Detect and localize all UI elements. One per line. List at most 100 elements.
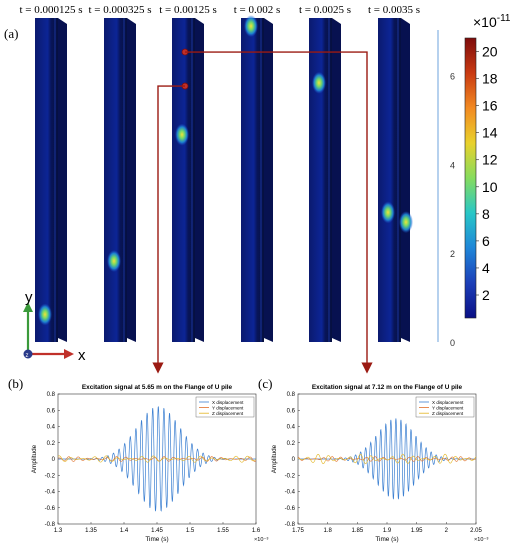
pile-web	[378, 18, 401, 342]
x-axis-arrow-head	[64, 349, 74, 359]
wave-blob	[107, 250, 121, 272]
colorbar-scale	[464, 37, 477, 319]
height-tick-label: 6	[450, 72, 455, 82]
pile-snapshot: t = 0.0035 s	[368, 4, 420, 342]
y-tick-label: -0.8	[45, 522, 56, 528]
chart-b: Excitation signal at 5.65 m on the Flang…	[31, 384, 268, 543]
pile-snapshot: t = 0.00125 s	[159, 4, 217, 342]
x-axis-label: Time (s)	[375, 536, 398, 543]
pile-web	[309, 18, 332, 342]
colorbar-tick-label: 4	[482, 260, 490, 276]
y-tick-label: -0.2	[285, 473, 296, 479]
x-axis-label: Time (s)	[145, 536, 168, 543]
pile-web	[241, 18, 264, 342]
panel-label-b: (b)	[8, 376, 23, 391]
pile-snapshot: t = 0.002 s	[234, 4, 280, 342]
x-tick-label: 1.85	[351, 528, 363, 534]
sensor-connector	[185, 51, 373, 374]
legend-entry: Y displacement	[212, 405, 244, 410]
series-line	[297, 453, 477, 464]
x-tick-label: 1.6	[252, 528, 261, 534]
colorbar-tick-label: 12	[482, 152, 498, 168]
x-tick-label: 1.45	[151, 528, 163, 534]
wave-blob	[175, 123, 189, 146]
snapshot-time-label: t = 0.00125 s	[159, 4, 217, 16]
pile-flange	[58, 18, 67, 342]
colorbar-tick-label: 14	[482, 125, 498, 141]
pile-snapshot: t = 0.000125 s	[19, 4, 83, 342]
panel-label-c: (c)	[258, 376, 272, 391]
y-tick-label: 0.4	[287, 425, 296, 431]
legend-entry: Z displacement	[212, 411, 244, 416]
z-axis-letter: z	[26, 353, 29, 359]
y-axis-arrow-head	[23, 302, 33, 312]
legend-box	[195, 396, 255, 418]
x-tick-label: 1.75	[292, 528, 304, 534]
x-tick-label: 1.35	[85, 528, 97, 534]
pile-snapshots: t = 0.000125 s t = 0.000325 s t = 0.00125 …	[19, 4, 420, 342]
x-axis-exponent: ×10⁻³	[254, 537, 268, 543]
legend-entry: X displacement	[432, 400, 464, 405]
pile-flange	[264, 18, 273, 342]
colorbar-tick-label: 16	[482, 98, 498, 114]
y-tick-label: 0.6	[47, 408, 56, 414]
chart-title: Excitation signal at 5.65 m on the Flang…	[82, 384, 233, 391]
height-tick-label: 4	[450, 160, 455, 170]
y-tick-label: 0.2	[287, 441, 296, 447]
panel-label-a: (a)	[4, 26, 18, 41]
y-tick-label: -0.8	[285, 522, 296, 528]
y-axis-label: Amplitude	[31, 444, 38, 473]
chart-c: Excitation signal at 7.12 m on the Flang…	[271, 384, 488, 543]
colorbar-tick-label: 6	[482, 233, 490, 249]
legend-box	[415, 396, 475, 418]
x-tick-label: 1.9	[383, 528, 392, 534]
legend-entry: Z displacement	[432, 411, 464, 416]
pile-web	[104, 18, 127, 342]
x-tick-label: 1.95	[411, 528, 423, 534]
pile-web	[35, 18, 58, 342]
y-tick-label: -0.4	[285, 490, 296, 496]
x-tick-label: 1.4	[120, 528, 129, 534]
sensor-connector	[152, 85, 185, 374]
series-line	[57, 455, 257, 463]
x-tick-label: 1.5	[186, 528, 195, 534]
snapshot-time-label: t = 0.000325 s	[88, 4, 151, 16]
axes-indicator: y x z	[23, 289, 86, 364]
y-tick-label: 0	[52, 457, 56, 463]
colorbar-exponent: ×10-11	[473, 13, 511, 30]
x-tick-label: 1.8	[323, 528, 332, 534]
pile-snapshot: t = 0.0025 s	[299, 4, 351, 342]
y-tick-label: 0.8	[47, 392, 56, 398]
height-tick-label: 2	[450, 249, 455, 259]
x-tick-label: 2	[445, 528, 449, 534]
y-tick-label: 0.6	[287, 408, 296, 414]
pile-flange	[195, 18, 204, 342]
x-axis-letter: x	[78, 347, 86, 364]
height-tick-label: 0	[450, 338, 455, 348]
legend-entry: X displacement	[212, 400, 244, 405]
z-axis-dot	[23, 349, 33, 359]
wave-blob	[399, 211, 413, 234]
pile-web	[172, 18, 195, 342]
y-tick-label: -0.2	[45, 473, 56, 479]
pile-flange	[127, 18, 136, 342]
series-line	[58, 406, 256, 512]
height-axis: 0 2 4 6	[437, 30, 455, 348]
snapshot-time-label: t = 0.0035 s	[368, 4, 420, 16]
pile-flange	[401, 18, 410, 342]
pile-snapshot: t = 0.000325 s	[88, 4, 152, 342]
colorbar-tick-label: 20	[482, 44, 498, 60]
y-axis-label: Amplitude	[271, 444, 278, 473]
x-tick-label: 1.3	[54, 528, 63, 534]
legend-entry: Y displacement	[432, 405, 464, 410]
y-tick-label: 0.2	[47, 441, 56, 447]
colorbar: ×10-11 2 4 6 8 10 12 14 16 18 20	[464, 13, 511, 319]
x-tick-label: 2.05	[470, 528, 482, 534]
sensor-markers	[152, 48, 373, 374]
wave-blob	[38, 303, 52, 326]
pile-flange	[332, 18, 341, 342]
series-line	[298, 418, 476, 500]
y-tick-label: -0.6	[45, 506, 56, 512]
snapshot-time-label: t = 0.0025 s	[299, 4, 351, 16]
